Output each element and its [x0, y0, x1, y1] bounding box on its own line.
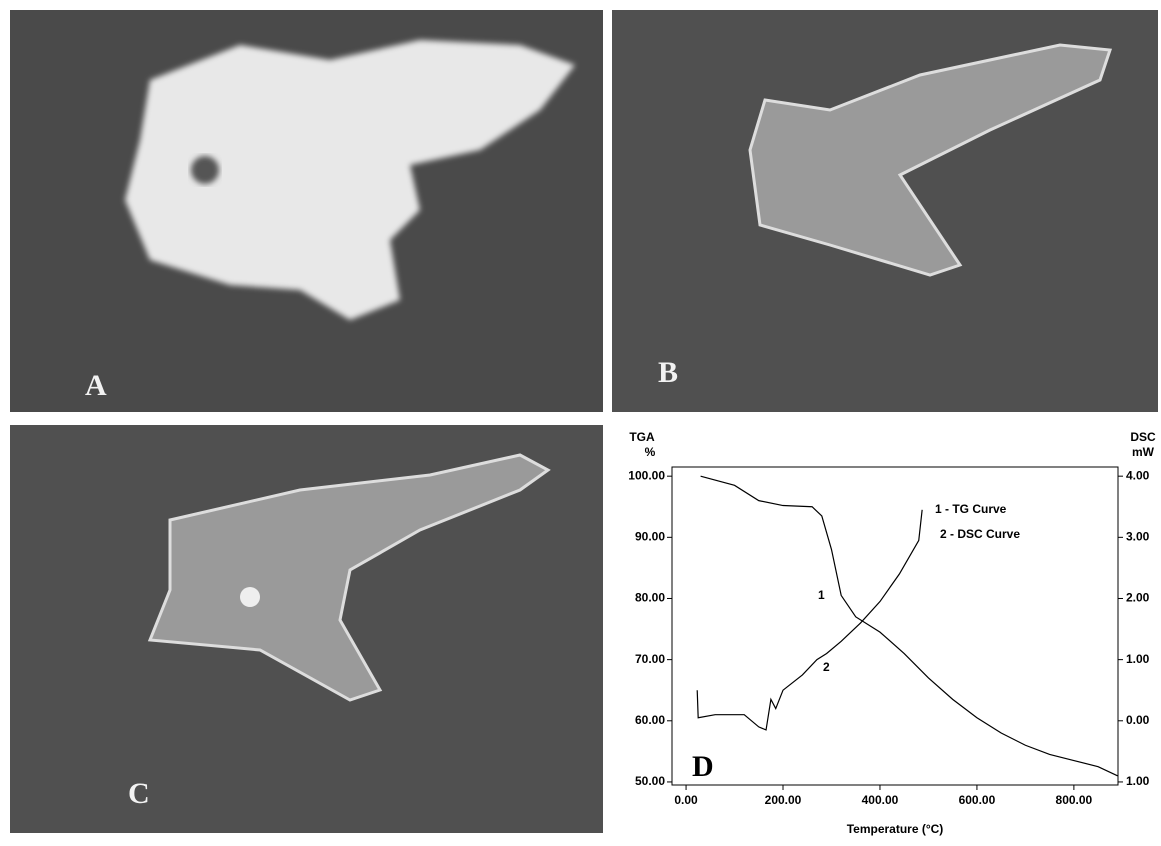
y-tick-label: 80.00: [635, 591, 665, 605]
y2-tick-label: 3.00: [1126, 529, 1150, 543]
photo-a: A: [10, 10, 603, 412]
photo-b: B: [612, 10, 1158, 412]
x-tick-label: 800.00: [1056, 793, 1093, 807]
plot-frame: [672, 467, 1118, 785]
y2-axis-title: mW: [1132, 445, 1155, 459]
curve-marker: 2: [823, 660, 830, 674]
y-axis-title: %: [645, 445, 656, 459]
x-tick-label: 200.00: [765, 793, 802, 807]
x-tick-label: 0.00: [674, 793, 698, 807]
y2-tick-label: 1.00: [1126, 652, 1150, 666]
y2-tick-label: 1.00: [1126, 774, 1150, 788]
y-tick-label: 100.00: [628, 468, 665, 482]
y2-tick-label: 0.00: [1126, 713, 1150, 727]
panel-label: D: [692, 750, 714, 783]
spot: [240, 587, 260, 607]
figure: A B C 0.00 200.00 400.00 600.00 800.00 50.00 6…: [0, 0, 1161, 841]
curve-marker: 1: [818, 588, 825, 602]
chart-d: 0.00 200.00 400.00 600.00 800.00 50.00 60.00 70…: [628, 430, 1156, 836]
series-label: 1 - TG Curve: [935, 502, 1007, 516]
x-tick-label: 600.00: [959, 793, 996, 807]
x-axis-title: Temperature (°C): [847, 822, 944, 836]
photo-c: C: [10, 425, 603, 833]
data-line: [697, 510, 922, 730]
y-tick-label: 50.00: [635, 774, 665, 788]
y-axis-title: TGA: [629, 430, 655, 444]
y2-axis-title: DSC: [1130, 430, 1156, 444]
y-tick-label: 70.00: [635, 652, 665, 666]
panel-label: A: [85, 369, 107, 402]
hole: [191, 156, 219, 184]
y2-tick-label: 2.00: [1126, 591, 1150, 605]
panel-label: C: [128, 777, 150, 810]
y2-tick-label: 4.00: [1126, 468, 1150, 482]
data-line: [701, 476, 1118, 776]
y-tick-label: 90.00: [635, 529, 665, 543]
panel-label: B: [658, 356, 678, 389]
page: A B C 0.00 200.00 400.00 600.00 800.00 50.00 6…: [0, 0, 1161, 846]
x-tick-label: 400.00: [862, 793, 899, 807]
y-tick-label: 60.00: [635, 713, 665, 727]
series-label: 2 - DSC Curve: [940, 527, 1020, 541]
